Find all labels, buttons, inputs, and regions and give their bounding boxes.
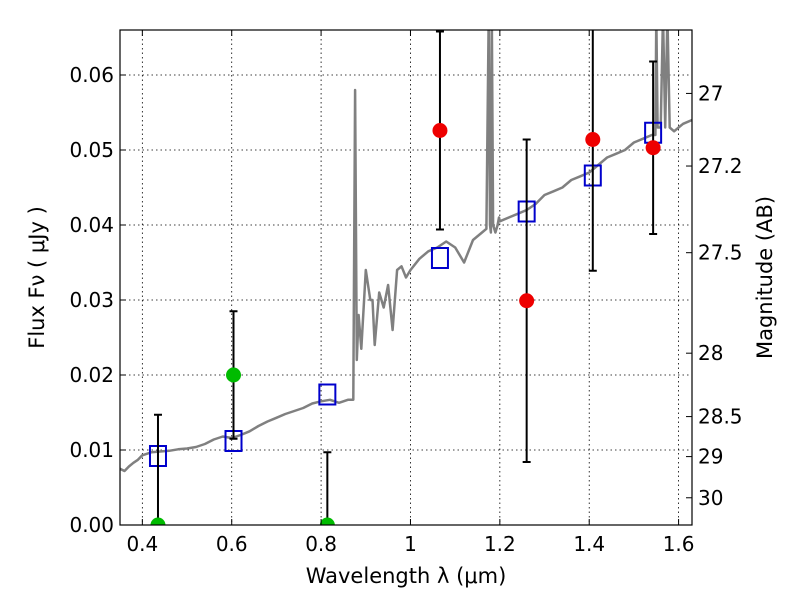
observed-flux-green [226,367,242,383]
right-tick-label: 27.5 [698,241,743,265]
observed-flux-red [585,132,601,147]
observed-flux-red [645,140,661,156]
model-flux-square [430,247,449,269]
y-tick-label: 0.01 [69,438,114,462]
x-tick-label: 1 [404,532,417,556]
plot-area [120,30,692,525]
model-flux-square [318,383,337,406]
y-axis-title: Flux Fν ( μJy ) [25,206,49,349]
x-tick-label: 1.6 [663,532,695,556]
y-tick-label: 0.04 [69,213,114,237]
y-tick-label: 0.05 [69,138,114,162]
x-axis-title: Wavelength λ (μm) [306,564,507,588]
right-tick-label: 29 [698,445,723,469]
axis-titles: Wavelength λ (μm) Flux Fν ( μJy ) Magnit… [25,196,777,588]
x-tick-label: 1.4 [573,532,605,556]
observed-flux-green [319,517,335,525]
y-tick-label: 0.03 [69,288,114,312]
plot-frame [119,29,693,526]
y-tick-label: 0.00 [69,513,114,537]
right-tick-label: 27 [698,81,723,105]
observed-flux-red [432,123,448,138]
axis-ticks: 0.4 0.6 0.8 1 1.2 1.4 1.6 0.00 0.01 0.02 0.03 0.04 0… [69,30,743,556]
observed-flux-red [519,293,535,309]
model-sed-line [120,30,692,473]
right-tick-label: 28 [698,341,723,365]
x-tick-label: 0.6 [216,532,248,556]
right-tick-label: 30 [698,486,723,510]
right-tick-label: 28.5 [698,405,743,429]
x-tick-label: 0.8 [305,532,337,556]
y-tick-label: 0.02 [69,363,114,387]
x-tick-label: 1.2 [484,532,516,556]
observed-flux-green [150,517,166,525]
right-tick-label: 27.2 [698,154,743,178]
x-tick-label: 0.4 [126,532,158,556]
y-tick-label: 0.06 [69,63,114,87]
grid-lines [120,30,692,526]
right-axis-title: Magnitude (AB) [753,196,777,359]
